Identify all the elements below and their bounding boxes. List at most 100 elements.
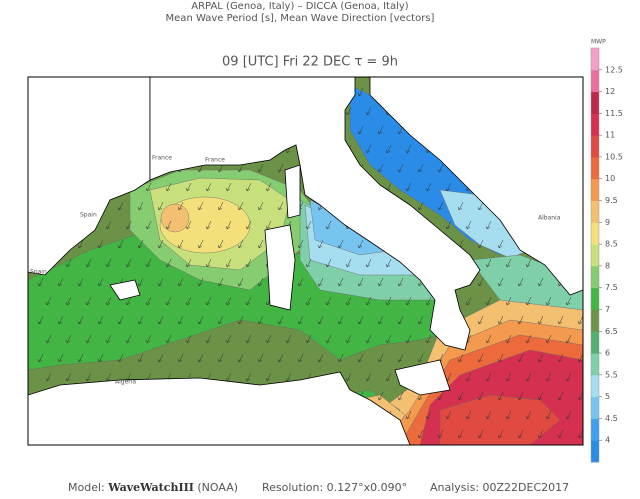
wave-vector bbox=[517, 429, 524, 439]
wave-vector bbox=[457, 353, 464, 363]
wave-vector bbox=[145, 182, 152, 192]
wave-vector bbox=[405, 144, 412, 154]
colorbar-swatch bbox=[591, 91, 599, 114]
wave-vector bbox=[225, 372, 232, 382]
wave-vector bbox=[397, 277, 404, 287]
footer-text: Analysis: 00Z22DEC2017 bbox=[430, 481, 569, 494]
wave-vector bbox=[586, 145, 591, 153]
wave-vector bbox=[237, 201, 244, 211]
wave-vector bbox=[85, 372, 92, 382]
wave-vector bbox=[165, 296, 172, 306]
wave-vector bbox=[525, 334, 532, 344]
wave-vector bbox=[245, 258, 252, 268]
wave-vector bbox=[425, 410, 432, 420]
wave-vector bbox=[217, 239, 224, 249]
wave-vector bbox=[477, 315, 484, 325]
wave-vector bbox=[417, 353, 424, 363]
wave-vector bbox=[257, 163, 264, 173]
map-title: 09 [UTC] Fri 22 DEC τ = 9h bbox=[222, 55, 398, 70]
wave-vector bbox=[157, 201, 164, 211]
wave-vector bbox=[405, 410, 412, 420]
wave-vector bbox=[457, 391, 464, 401]
wave-vector bbox=[125, 220, 132, 230]
wave-vector bbox=[37, 277, 44, 287]
wave-vector bbox=[417, 315, 424, 325]
wave-vector bbox=[65, 296, 72, 306]
wave-vector bbox=[437, 201, 444, 211]
wave-vector bbox=[485, 220, 492, 230]
colorbar-label: MWP bbox=[591, 39, 606, 46]
colorbar-swatch bbox=[591, 396, 599, 419]
colorbar-swatch bbox=[591, 418, 599, 441]
wave-vector bbox=[277, 163, 284, 173]
colorbar-tick-label: 7.5 bbox=[605, 283, 618, 292]
wave-vector bbox=[317, 239, 324, 249]
wave-vector bbox=[485, 372, 492, 382]
wave-vector bbox=[165, 220, 172, 230]
wave-vector bbox=[157, 277, 164, 287]
wave-vector bbox=[557, 353, 564, 363]
wave-vector bbox=[517, 277, 524, 287]
wave-vector bbox=[317, 277, 324, 287]
wave-vector bbox=[477, 429, 484, 439]
zone bbox=[439, 394, 561, 445]
wave-vector bbox=[97, 277, 104, 287]
colorbar-swatch bbox=[591, 135, 599, 158]
wave-vector bbox=[297, 239, 304, 249]
wave-vector bbox=[37, 315, 44, 325]
wave-vector bbox=[357, 125, 364, 135]
wave-vector bbox=[177, 353, 184, 363]
wave-vector bbox=[545, 410, 552, 420]
colorbar-swatch bbox=[591, 374, 599, 398]
wave-vector bbox=[305, 220, 312, 230]
place-label: France bbox=[205, 157, 225, 164]
wave-vector bbox=[185, 220, 192, 230]
wave-vector bbox=[345, 334, 352, 344]
wave-vector bbox=[337, 353, 344, 363]
wave-vector bbox=[325, 296, 332, 306]
colorbar-swatch bbox=[591, 113, 599, 136]
wave-vector bbox=[586, 297, 591, 305]
map: France Spain Algeria Albania France Spai… bbox=[28, 77, 591, 445]
wave-vector bbox=[137, 277, 144, 287]
wave-vector bbox=[337, 239, 344, 249]
wave-vector bbox=[265, 334, 272, 344]
wave-vector bbox=[505, 258, 512, 268]
wave-vector bbox=[225, 334, 232, 344]
wave-vector bbox=[157, 353, 164, 363]
land bbox=[369, 77, 583, 296]
wave-vector bbox=[225, 258, 232, 268]
wave-vector bbox=[137, 315, 144, 325]
wave-vector bbox=[97, 315, 104, 325]
wave-vector bbox=[145, 220, 152, 230]
wave-vector bbox=[497, 239, 504, 249]
wave-vector bbox=[505, 372, 512, 382]
wave-vector bbox=[317, 315, 324, 325]
colorbar-tick-label: 9.5 bbox=[605, 196, 618, 205]
wave-vector bbox=[305, 334, 312, 344]
wave-vector bbox=[586, 373, 591, 381]
wave-vector bbox=[177, 239, 184, 249]
wave-vector bbox=[577, 315, 583, 325]
wave-vector bbox=[365, 106, 372, 116]
wave-vector bbox=[225, 182, 232, 192]
wave-vector bbox=[285, 372, 292, 382]
colorbar-tick-label: 12.5 bbox=[605, 65, 623, 74]
wave-vector bbox=[117, 239, 124, 249]
wave-vector bbox=[45, 372, 52, 382]
wave-vector bbox=[397, 163, 404, 173]
wave-vector bbox=[505, 410, 512, 420]
wave-vector bbox=[105, 258, 112, 268]
wave-vector bbox=[325, 258, 332, 268]
wave-vector bbox=[297, 315, 304, 325]
wave-vector bbox=[385, 334, 392, 344]
colorbar-swatch bbox=[591, 178, 599, 202]
wave-vector bbox=[377, 315, 384, 325]
colorbar-swatch bbox=[591, 69, 599, 93]
wave-vector bbox=[445, 410, 452, 420]
wave-vector bbox=[437, 429, 444, 439]
footer-text: (NOAA) bbox=[197, 481, 238, 494]
wave-vector bbox=[457, 429, 464, 439]
wave-vector bbox=[586, 411, 591, 419]
wave-vector bbox=[57, 277, 64, 287]
